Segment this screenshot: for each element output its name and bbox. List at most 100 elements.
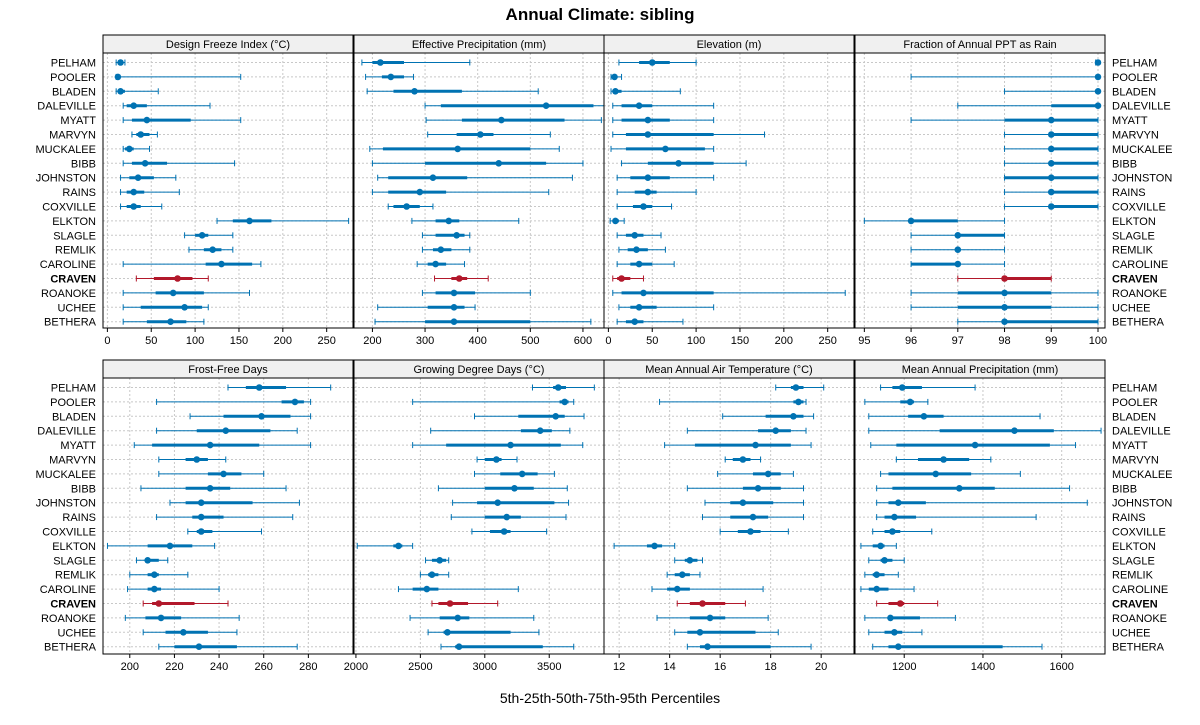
interval-muckalee — [1004, 145, 1099, 153]
x-tick-label: 95 — [858, 335, 870, 347]
interval-craven — [612, 275, 644, 282]
site-label-left-bladen: BLADEN — [52, 86, 96, 98]
median-point — [1001, 304, 1008, 311]
median-point — [454, 145, 461, 153]
interval-daleville — [122, 102, 211, 109]
interval-coxville — [387, 203, 434, 210]
interval-remlik — [864, 571, 899, 578]
site-label-right-uchee: UCHEE — [1112, 302, 1151, 314]
median-point — [612, 88, 619, 95]
x-tick-label: 18 — [765, 661, 777, 673]
interval-roanoke — [656, 614, 769, 622]
median-point — [143, 116, 151, 124]
interval-muckalee — [122, 145, 150, 153]
median-point — [631, 232, 639, 239]
median-point — [445, 217, 453, 225]
interval-marvyn — [131, 131, 158, 138]
x-tick-label: 250 — [819, 335, 837, 347]
median-point — [144, 557, 151, 564]
site-label-left-slagle: SLAGLE — [53, 555, 96, 567]
site-label-right-roanoke: ROANOKE — [1112, 613, 1167, 625]
median-point — [114, 73, 122, 81]
interval-uchee — [122, 304, 209, 311]
site-label-left-coxville: COXVILLE — [42, 202, 96, 214]
median-point — [795, 398, 802, 406]
interval-coxville — [719, 528, 789, 535]
interval-slagle — [674, 557, 703, 564]
panel-title: Mean Annual Precipitation (mm) — [902, 364, 1059, 376]
interval-bethera — [122, 318, 205, 326]
median-point — [500, 528, 508, 535]
interval-remlik — [910, 246, 1006, 253]
interval-bladen — [473, 413, 585, 420]
interval-johnston — [704, 499, 804, 507]
site-label-right-bladen: BLADEN — [1112, 86, 1156, 98]
median-point — [377, 59, 384, 66]
median-point — [180, 629, 187, 636]
interval-marvyn — [427, 131, 551, 138]
median-point — [739, 499, 747, 507]
median-point — [920, 413, 928, 420]
site-label-left-pelham: PELHAM — [51, 383, 96, 395]
interval-elkton — [106, 542, 216, 550]
panel-frost-free-days: Frost-Free Days 200 220 240 260 280 — [102, 359, 354, 673]
site-label-right-slagle: SLAGLE — [1112, 230, 1155, 242]
x-tick-label: 2000 — [344, 661, 368, 673]
x-tick-label: 260 — [255, 661, 273, 673]
site-label-right-marvyn: MARVYN — [1112, 130, 1159, 142]
x-tick-label: 1600 — [1049, 661, 1073, 673]
interval-slagle — [425, 557, 450, 564]
site-label-right-myatt: MYATT — [1112, 115, 1148, 127]
interval-bethera — [374, 318, 592, 326]
interval-myatt — [664, 441, 812, 449]
x-tick-label: 280 — [299, 661, 317, 673]
interval-bethera — [957, 318, 1099, 326]
site-label-left-uchee: UCHEE — [57, 627, 96, 639]
median-point — [699, 600, 706, 607]
panel-design-freeze-index-c: Design Freeze Index (°C) 0 50 100 150 200 250 — [102, 34, 354, 347]
interval-pelham — [531, 384, 595, 391]
panel-elevation-m: Elevation (m) 0 50 100 150 200 250 — [603, 34, 855, 347]
panel-growing-degree-days-c: Growing Degree Days (°C) 2000 2500 3000 3500 — [344, 359, 605, 673]
interval-remlik — [666, 571, 701, 578]
site-label-right-caroline: CAROLINE — [1112, 259, 1168, 271]
median-point — [453, 232, 460, 239]
median-point — [151, 585, 158, 593]
interval-slagle — [910, 232, 1006, 239]
interval-slagle — [421, 232, 471, 239]
interval-craven — [135, 275, 209, 282]
site-label-right-coxville: COXVILLE — [1112, 527, 1166, 539]
median-point — [428, 571, 436, 578]
median-point — [704, 643, 711, 650]
site-label-left-caroline: CAROLINE — [40, 259, 96, 271]
interval-remlik — [419, 571, 450, 578]
interval-daleville — [957, 102, 1102, 109]
interval-pelham — [880, 384, 976, 391]
interval-remlik — [618, 246, 666, 253]
median-point — [631, 318, 639, 326]
interval-craven — [434, 275, 489, 282]
interval-bibb — [437, 485, 568, 492]
median-point — [130, 188, 138, 196]
site-label-right-slagle: SLAGLE — [1112, 555, 1155, 567]
x-tick-label: 400 — [469, 335, 487, 347]
median-point — [450, 318, 458, 326]
median-point — [891, 629, 898, 636]
median-point — [455, 643, 463, 650]
median-point — [151, 571, 158, 578]
interval-marvyn — [612, 131, 766, 138]
interval-marvyn — [724, 456, 762, 463]
median-point — [877, 542, 884, 550]
interval-myatt — [425, 116, 602, 124]
median-point — [197, 528, 205, 535]
site-label-right-rains: RAINS — [1112, 512, 1146, 524]
x-tick-label: 20 — [815, 661, 827, 673]
interval-bladen — [722, 413, 815, 420]
median-point — [749, 513, 757, 521]
median-point — [896, 600, 904, 607]
site-label-left-pelham: PELHAM — [51, 58, 96, 70]
median-point — [155, 600, 163, 607]
median-point — [416, 188, 424, 196]
median-point — [635, 102, 643, 109]
